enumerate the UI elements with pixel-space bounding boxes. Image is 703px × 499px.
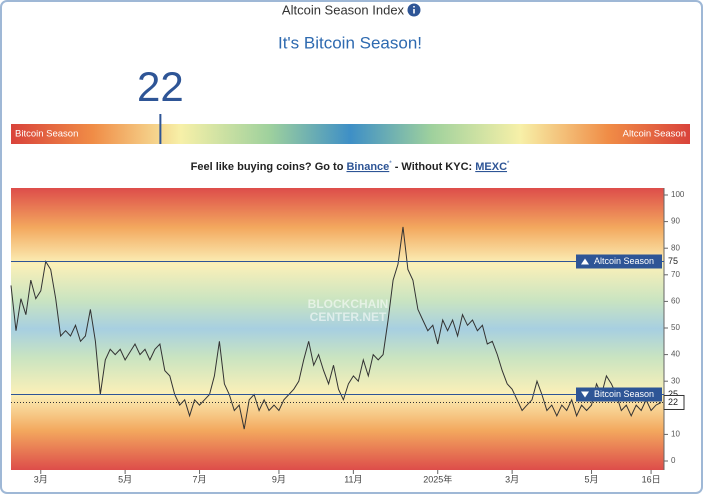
y-tick-label: 10 [671, 430, 680, 439]
x-tick-label: 16日 [642, 474, 661, 484]
x-tick-label: 7月 [193, 474, 207, 484]
reference-badge [576, 254, 662, 269]
x-tick-label: 11月 [344, 474, 362, 484]
y-tick-label: 30 [671, 376, 680, 385]
reference-value: 75 [668, 256, 678, 266]
y-tick-label: 80 [671, 243, 680, 252]
x-tick-label: 2025年 [423, 473, 452, 484]
y-tick-label: 90 [671, 217, 680, 226]
watermark: CENTER.NET [310, 310, 387, 324]
link-mark: * [507, 161, 510, 167]
y-tick-label: 40 [671, 350, 680, 359]
promo-text: Feel like buying coins? Go to [191, 161, 344, 173]
promo: Feel like buying coins? Go to Binance* -… [191, 157, 510, 173]
plot-background [11, 188, 664, 470]
reference-label: Altcoin Season [594, 256, 654, 266]
link-mark: * [389, 161, 392, 167]
watermark: BLOCKCHAIN [308, 297, 389, 311]
y-tick-label: 0 [671, 456, 676, 465]
status: It's Bitcoin Season! [278, 33, 422, 52]
reference-badge [576, 387, 662, 402]
y-tick-label: 60 [671, 297, 680, 306]
index-value: 22 [137, 63, 184, 110]
badge-arrow [581, 391, 589, 398]
page-title: Altcoin Season Index [282, 2, 405, 17]
binance-link[interactable]: Binance [346, 161, 389, 173]
badge-arrow [581, 258, 589, 265]
x-tick-label: 5月 [118, 474, 132, 484]
x-tick-label: 9月 [272, 474, 286, 484]
bar-right-label: Altcoin Season [623, 129, 686, 140]
current-value: 22 [668, 397, 678, 407]
index-line [10, 226, 662, 430]
promo-middle: - Without KYC: [395, 161, 473, 173]
index-bar [11, 124, 690, 144]
x-tick-label: 3月 [34, 474, 48, 484]
bar-left-label: Bitcoin Season [15, 129, 78, 140]
y-tick-label: 100 [671, 190, 685, 199]
reference-value: 25 [668, 389, 678, 399]
reference-label: Bitcoin Season [594, 389, 654, 399]
y-tick-label: 70 [671, 270, 680, 279]
x-tick-label: 5月 [585, 474, 599, 484]
x-tick-label: 3月 [505, 474, 519, 484]
y-tick-label: 50 [671, 323, 680, 332]
current-badge [663, 394, 685, 410]
info-icon[interactable] [407, 3, 421, 17]
mexc-link[interactable]: MEXC [475, 161, 507, 173]
